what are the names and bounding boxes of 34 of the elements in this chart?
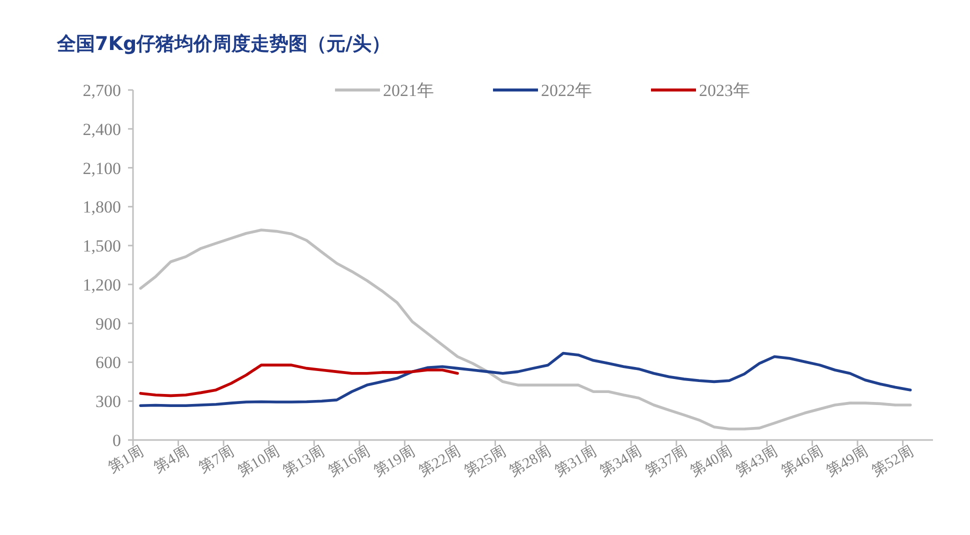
x-tick-label: 第37周 — [642, 442, 690, 480]
y-tick-label: 2,100 — [82, 158, 121, 178]
y-tick-label: 300 — [96, 392, 121, 412]
y-tick-label: 0 — [112, 431, 121, 450]
x-tick-label: 第43周 — [733, 442, 781, 480]
x-tick-label: 第46周 — [778, 442, 826, 480]
line-series — [139, 228, 912, 430]
x-tick-label: 第40周 — [688, 442, 736, 480]
y-tick-label: 1,800 — [82, 198, 121, 217]
legend-label: 2022年 — [541, 81, 592, 100]
x-tick-label: 第13周 — [280, 442, 328, 480]
y-tick-label: 2,700 — [82, 81, 121, 100]
line-series — [139, 364, 459, 398]
x-tick-label: 第22周 — [416, 442, 464, 480]
x-tick-label: 第49周 — [824, 442, 872, 480]
x-tick-label: 第4周 — [150, 442, 192, 476]
x-tick-label: 第7周 — [196, 442, 238, 476]
line-series — [139, 352, 912, 408]
y-tick-label: 600 — [96, 353, 121, 372]
legend-label: 2021年 — [383, 81, 434, 100]
y-tick-label: 900 — [96, 314, 121, 334]
x-tick-label: 第25周 — [461, 442, 509, 480]
y-tick-label: 1,500 — [82, 236, 121, 256]
x-tick-label: 第10周 — [234, 442, 282, 480]
x-tick-label: 第52周 — [868, 442, 916, 480]
legend-label: 2023年 — [699, 81, 750, 100]
x-tick-label: 第28周 — [506, 442, 554, 480]
x-tick-label: 第19周 — [370, 442, 418, 480]
chart-title: 全国7Kg仔猪均价周度走势图（元/头） — [56, 33, 390, 55]
x-tick-label: 第16周 — [325, 442, 373, 480]
y-tick-label: 2,400 — [82, 120, 121, 139]
x-tick-label: 第34周 — [597, 442, 645, 480]
y-tick-label: 1,200 — [82, 275, 121, 294]
x-tick-label: 第31周 — [552, 442, 600, 480]
